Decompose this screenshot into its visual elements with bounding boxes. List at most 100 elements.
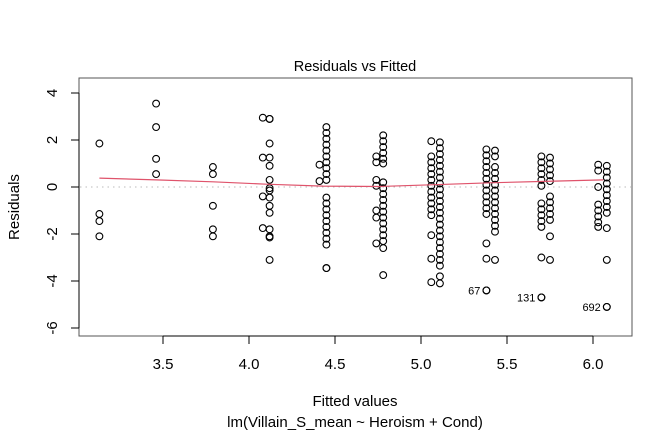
- residual-point: [435, 138, 444, 147]
- outlier-label: 692: [582, 302, 600, 314]
- residual-point: [546, 255, 554, 264]
- residual-point: [95, 232, 104, 241]
- residual-point: [546, 210, 554, 218]
- residual-point: [435, 203, 444, 211]
- residual-point: [427, 231, 436, 240]
- residual-point: [152, 99, 161, 108]
- residual-point: [427, 254, 436, 263]
- residual-point: [546, 204, 554, 213]
- residual-point: [546, 232, 554, 241]
- residual-point: [602, 173, 611, 182]
- residual-point: [482, 186, 491, 195]
- y-tick-label: -4: [44, 274, 61, 287]
- residual-point: [491, 186, 499, 195]
- residual-point: [265, 175, 274, 184]
- residual-point: [482, 239, 491, 248]
- y-tick-label: 4: [44, 89, 61, 97]
- residual-point: [208, 170, 217, 179]
- residual-point: [491, 180, 499, 189]
- residual-point: [482, 174, 491, 183]
- residual-point: [208, 232, 217, 241]
- residual-point: [372, 152, 381, 161]
- residual-point: [602, 167, 611, 176]
- residual-point: [491, 168, 499, 177]
- residual-point: [435, 167, 444, 176]
- x-tick-label: 3.5: [153, 356, 174, 373]
- residual-point: [602, 208, 611, 217]
- residual-point: [435, 150, 444, 159]
- residual-point: [427, 175, 436, 184]
- residual-point: [491, 255, 499, 264]
- residual-point: [322, 205, 331, 214]
- residual-point: [537, 253, 546, 262]
- residual-point: [427, 205, 436, 214]
- residual-point: [258, 153, 267, 162]
- residual-point: [379, 148, 388, 157]
- residual-point: [322, 222, 331, 231]
- model-formula-label: lm(Villain_S_mean ~ Heroism + Cond): [227, 414, 483, 431]
- residual-point: [537, 175, 546, 184]
- residual-point: [537, 170, 546, 179]
- residual-point: [322, 128, 331, 137]
- residual-point: [594, 212, 603, 221]
- residual-point: [435, 226, 444, 235]
- residual-point: [435, 208, 444, 217]
- residual-point: [372, 213, 381, 222]
- residual-point: [435, 161, 444, 170]
- residual-point: [482, 180, 491, 189]
- residual-point: [427, 193, 436, 202]
- residual-point: [482, 254, 491, 263]
- residual-point: [602, 197, 611, 206]
- residual-point: [482, 145, 491, 154]
- residual-point: [435, 191, 444, 200]
- outlier-label: 67: [468, 285, 480, 297]
- residual-point: [435, 214, 444, 223]
- outlier-label: 131: [517, 292, 535, 304]
- residual-point: [435, 261, 444, 270]
- residual-point: [491, 227, 499, 236]
- residual-point: [265, 225, 274, 234]
- residual-point: [379, 190, 388, 199]
- y-axis-label: Residuals: [6, 174, 23, 240]
- residual-point: [208, 163, 217, 171]
- residual-point: [322, 170, 331, 179]
- residual-point: [379, 244, 388, 253]
- residual-point: [95, 139, 104, 148]
- residual-point: [265, 161, 274, 170]
- residual-point: [322, 264, 331, 273]
- residual-point: [546, 198, 554, 207]
- residual-point: [152, 154, 161, 163]
- residual-point: [265, 255, 274, 264]
- y-tick-label: -2: [44, 227, 61, 240]
- residual-point: [208, 225, 217, 234]
- residual-point: [322, 158, 331, 167]
- residual-point: [537, 152, 546, 161]
- chart-title: Residuals vs Fitted: [294, 59, 417, 75]
- residual-point: [435, 238, 444, 247]
- residual-point: [322, 217, 331, 226]
- plot-area: 67 131 692: [80, 99, 631, 314]
- residual-point: [537, 211, 546, 220]
- residual-point: [427, 137, 436, 146]
- residual-point: [379, 159, 388, 168]
- x-tick-label: 4.0: [239, 356, 260, 373]
- residual-point: [482, 157, 491, 166]
- x-tick-label: 4.5: [325, 356, 346, 373]
- residual-point: [546, 192, 554, 201]
- residual-point: [379, 213, 388, 222]
- x-tick-label: 5.5: [497, 356, 518, 373]
- residual-point: [602, 255, 611, 264]
- residual-point: [482, 163, 491, 171]
- residual-point: [265, 208, 274, 217]
- y-tick-label: 2: [44, 136, 61, 144]
- residual-point: [546, 171, 554, 180]
- residual-point: [427, 158, 436, 167]
- residual-point: [379, 137, 388, 146]
- residual-point: [322, 152, 331, 161]
- residual-point: [602, 203, 611, 211]
- residual-point: [435, 232, 444, 241]
- residual-point: [482, 192, 491, 201]
- residual-point: [491, 215, 499, 224]
- residual-point: [594, 166, 603, 175]
